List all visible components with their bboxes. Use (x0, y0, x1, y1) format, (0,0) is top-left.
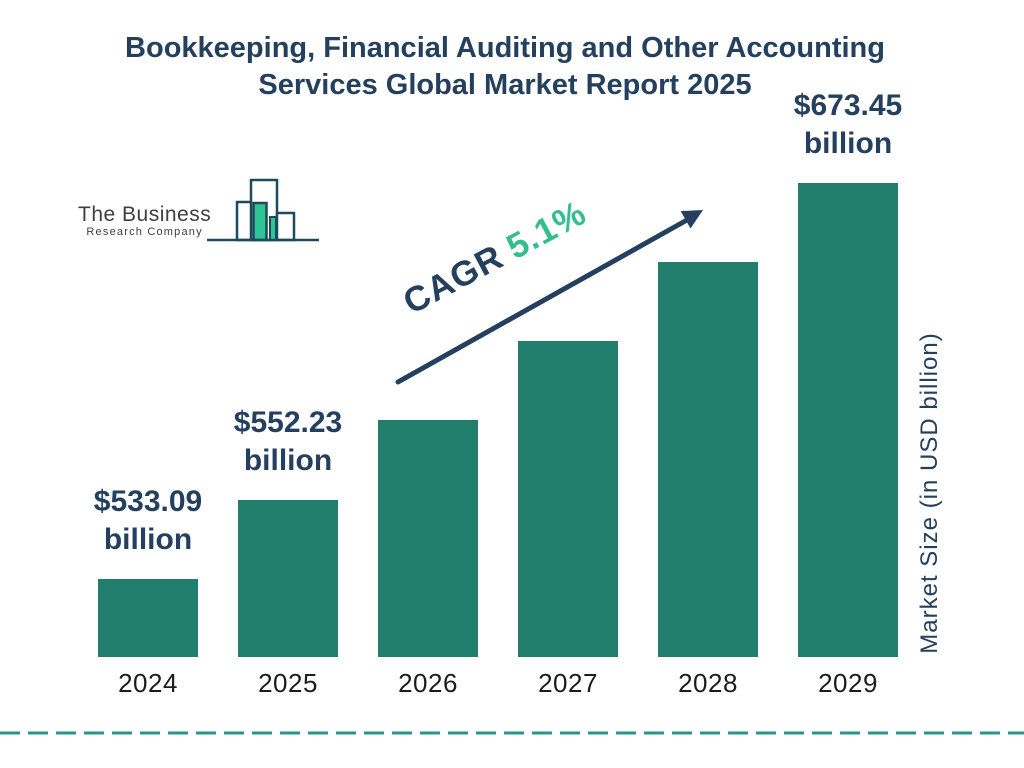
bar-2028 (658, 262, 758, 657)
x-tick-2027: 2027 (538, 668, 598, 698)
bar-2027 (518, 341, 618, 657)
bar-2025 (238, 500, 338, 657)
bar-group-2026: 2026 (378, 400, 478, 698)
page-title: Bookkeeping, Financial Auditing and Othe… (125, 32, 885, 101)
bar-value: $552.23 (233, 406, 343, 439)
bar-value-label: $533.09 billion (94, 483, 202, 559)
bar-group-2027: 2027 (518, 321, 618, 698)
logo-name-bottom: Research Company (86, 226, 203, 238)
x-tick-2029: 2029 (818, 668, 878, 698)
bar-unit: billion (243, 444, 333, 477)
bar-value-label: $673.45 billion (794, 87, 902, 163)
bar-2024 (98, 579, 198, 657)
bar-group-2025: $552.23 billion 2025 (234, 404, 342, 698)
bottom-dashed-divider (0, 731, 1024, 735)
x-tick-2025: 2025 (258, 668, 318, 698)
bar-chart-logo-icon (207, 178, 320, 242)
x-tick-2024: 2024 (118, 668, 178, 698)
bar-2026 (378, 420, 478, 657)
x-tick-2028: 2028 (678, 668, 738, 698)
company-logo: The Business Research Company (78, 178, 322, 244)
bar-unit: billion (103, 523, 193, 556)
bar-group-2028: 2028 (658, 242, 758, 698)
logo-name-top: The Business (78, 203, 212, 226)
bar-value: $673.45 (793, 89, 903, 122)
bar-unit: billion (803, 127, 893, 160)
x-tick-2026: 2026 (398, 668, 458, 698)
bar-value: $533.09 (93, 485, 203, 518)
growth-arrow-icon (395, 210, 703, 385)
bar-group-2029: $673.45 billion 2029 (794, 87, 902, 698)
company-logo-text: The Business Research Company (78, 204, 211, 239)
bar-2029 (798, 183, 898, 657)
y-axis-label: Market Size (in USD billion) (916, 332, 943, 654)
bar-value-label: $552.23 billion (234, 404, 342, 480)
bar-group-2024: $533.09 billion 2024 (94, 483, 202, 698)
